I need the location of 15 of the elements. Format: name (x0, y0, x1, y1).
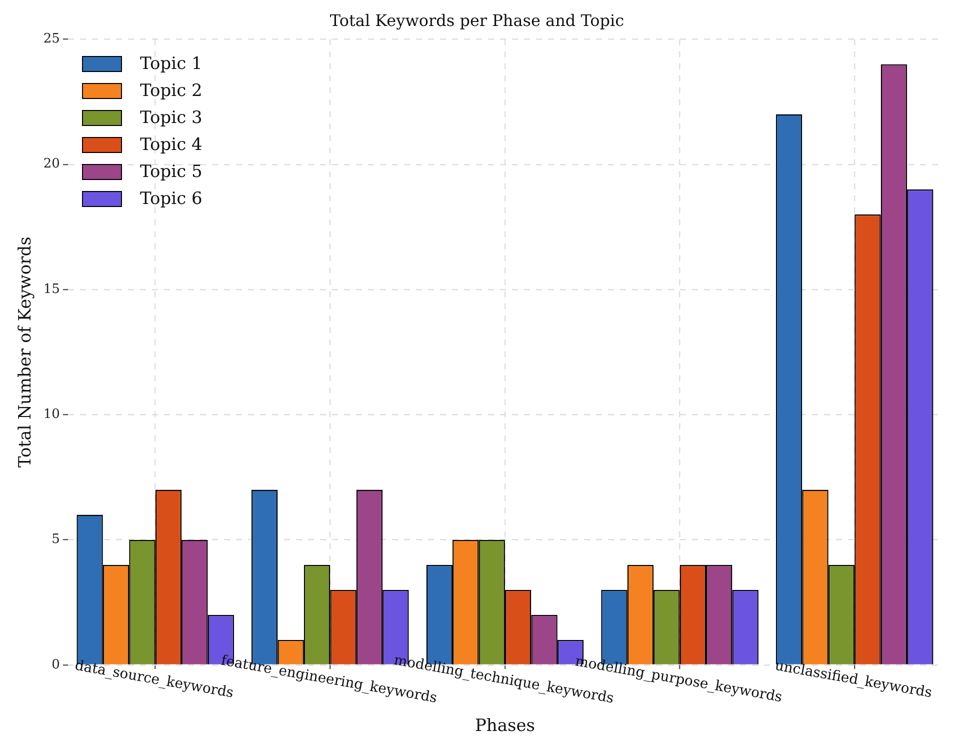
y-tick-label: 25 (43, 32, 60, 47)
y-tick-label: 20 (43, 156, 60, 172)
chart-title: Total Keywords per Phase and Topic (330, 10, 624, 30)
legend-label: Topic 1 (140, 54, 202, 74)
legend-label: Topic 3 (140, 108, 202, 128)
legend-label: Topic 4 (140, 135, 202, 155)
y-tick-label: 15 (43, 282, 60, 297)
y-tick-label: 10 (43, 407, 60, 422)
y-tick-label: 0 (52, 657, 60, 672)
legend-label: Topic 2 (140, 81, 202, 101)
legend-label: Topic 5 (140, 162, 202, 182)
y-axis-title: Total Number of Keywords (16, 236, 36, 468)
x-axis-title: Phases (474, 716, 535, 736)
legend-label: Topic 6 (140, 189, 202, 209)
y-tick-label: 5 (52, 532, 60, 548)
